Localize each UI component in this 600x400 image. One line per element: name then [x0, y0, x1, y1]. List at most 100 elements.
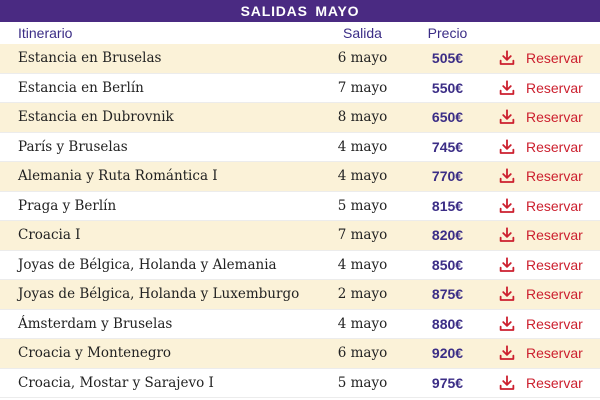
reserve-button[interactable]: Reservar	[498, 138, 583, 156]
price: 850€	[431, 256, 464, 273]
download-icon	[499, 316, 515, 331]
reserve-label: Reservar	[526, 138, 583, 155]
price: 815€	[431, 197, 464, 214]
action-cell: Reservar	[485, 79, 600, 97]
table-row: Joyas de Bélgica, Holanda y Alemania 4 ma…	[0, 250, 600, 280]
download-icon	[499, 50, 515, 66]
departure-date: 4 mayo	[337, 168, 388, 185]
reserve-label: Reservar	[526, 50, 583, 67]
departure-date: 5 mayo	[337, 197, 388, 214]
reserve-button[interactable]: Reservar	[498, 197, 583, 215]
itinerary-name: Croacia y Montenegro	[18, 345, 172, 362]
price: 745€	[431, 138, 464, 155]
action-cell: Reservar	[485, 226, 600, 244]
action-cell: Reservar	[485, 49, 600, 67]
reserve-label: Reservar	[526, 315, 583, 332]
action-cell: Reservar	[485, 138, 600, 156]
reserve-button[interactable]: Reservar	[498, 285, 583, 303]
table-title: SALIDAS MAYO	[240, 3, 360, 19]
itinerary-name: Joyas de Bélgica, Holanda y Alemania	[18, 256, 277, 273]
itinerary-name: Estancia en Bruselas	[18, 50, 162, 67]
itinerary-name: Praga y Berlín	[18, 197, 117, 214]
itinerary-name: Joyas de Bélgica, Holanda y Luxemburgo	[18, 286, 300, 303]
reserve-button[interactable]: Reservar	[498, 79, 583, 97]
departure-date: 4 mayo	[337, 256, 388, 273]
table-row: Croacia I 7 mayo 820€ Reservar	[0, 221, 600, 251]
reserve-button[interactable]: Reservar	[498, 49, 583, 67]
table-row: Estancia en Dubrovnik 8 mayo 650€ Reservar	[0, 103, 600, 133]
header-precio: Precio	[427, 25, 468, 41]
action-cell: Reservar	[485, 285, 600, 303]
price: 505€	[431, 50, 464, 67]
departure-date: 8 mayo	[337, 109, 388, 126]
download-icon	[499, 286, 515, 302]
table-row: París y Bruselas 4 mayo 745€ Reservar	[0, 132, 600, 162]
header-salida: Salida	[343, 25, 382, 41]
reserve-label: Reservar	[526, 168, 583, 185]
reserve-label: Reservar	[526, 79, 583, 96]
itinerary-name: Estancia en Dubrovnik	[18, 109, 174, 126]
reserve-label: Reservar	[526, 286, 583, 303]
reserve-button[interactable]: Reservar	[498, 167, 583, 185]
download-icon	[499, 227, 515, 243]
download-icon	[499, 168, 515, 184]
table-row: Croacia y Montenegro 6 mayo 920€ Reservar	[0, 339, 600, 369]
reserve-label: Reservar	[526, 227, 583, 244]
itinerary-name: Croacia, Mostar y Sarajevo I	[18, 374, 214, 391]
reserve-label: Reservar	[526, 256, 583, 273]
action-cell: Reservar	[485, 374, 600, 392]
price: 550€	[431, 79, 464, 96]
departure-date: 4 mayo	[337, 315, 388, 332]
action-cell: Reservar	[485, 315, 600, 333]
action-cell: Reservar	[485, 167, 600, 185]
price: 875€	[431, 286, 464, 303]
download-icon	[499, 345, 515, 361]
price: 880€	[431, 315, 464, 332]
reserve-button[interactable]: Reservar	[498, 108, 583, 126]
table-row: Croacia, Mostar y Sarajevo I 5 mayo 975€ Re…	[0, 368, 600, 398]
itinerary-name: Estancia en Berlín	[18, 79, 144, 96]
table-title-banner: SALIDAS MAYO	[0, 0, 600, 22]
action-cell: Reservar	[485, 108, 600, 126]
itinerary-name: Ámsterdam y Bruselas	[18, 315, 173, 332]
price: 975€	[431, 374, 464, 391]
itinerary-name: Alemania y Ruta Romántica I	[18, 168, 218, 185]
table-row: Joyas de Bélgica, Holanda y Luxemburgo 2 …	[0, 280, 600, 310]
reserve-button[interactable]: Reservar	[498, 226, 583, 244]
departure-date: 6 mayo	[337, 50, 388, 67]
table-row: Estancia en Berlín 7 mayo 550€ Reservar	[0, 73, 600, 103]
table-row: Estancia en Bruselas 6 mayo 505€ Reservar	[0, 44, 600, 74]
download-icon	[499, 139, 515, 154]
departure-date: 4 mayo	[337, 138, 388, 155]
reserve-label: Reservar	[526, 374, 583, 391]
table-row: Praga y Berlín 5 mayo 815€ Reservar	[0, 191, 600, 221]
action-cell: Reservar	[485, 344, 600, 362]
price: 650€	[431, 109, 464, 126]
departure-date: 6 mayo	[337, 345, 388, 362]
itinerary-name: París y Bruselas	[18, 138, 128, 155]
action-cell: Reservar	[485, 197, 600, 215]
price: 820€	[431, 227, 464, 244]
departures-table-body: Estancia en Bruselas 6 mayo 505€ Reservar Es…	[0, 44, 600, 398]
reserve-button[interactable]: Reservar	[498, 374, 583, 392]
download-icon	[499, 375, 515, 390]
header-itinerario: Itinerario	[18, 25, 73, 41]
price: 770€	[431, 168, 464, 185]
table-row: Alemania y Ruta Romántica I 4 mayo 770€ Res…	[0, 162, 600, 192]
departure-date: 7 mayo	[337, 79, 388, 96]
download-icon	[499, 80, 515, 95]
price: 920€	[431, 345, 464, 362]
download-icon	[499, 109, 515, 125]
table-row: Ámsterdam y Bruselas 4 mayo 880€ Reservar	[0, 309, 600, 339]
itinerary-name: Croacia I	[18, 227, 81, 244]
departure-date: 7 mayo	[337, 227, 388, 244]
departure-date: 2 mayo	[337, 286, 388, 303]
reserve-label: Reservar	[526, 345, 583, 362]
reserve-button[interactable]: Reservar	[498, 256, 583, 274]
reserve-button[interactable]: Reservar	[498, 315, 583, 333]
download-icon	[499, 198, 515, 213]
reserve-button[interactable]: Reservar	[498, 344, 583, 362]
action-cell: Reservar	[485, 256, 600, 274]
reserve-label: Reservar	[526, 197, 583, 214]
download-icon	[499, 257, 515, 272]
